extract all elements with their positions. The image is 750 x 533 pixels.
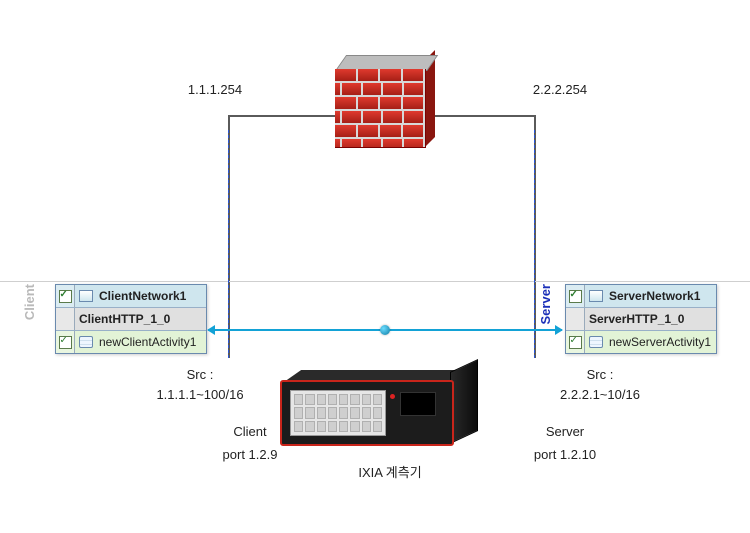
server-port-dash: [534, 130, 535, 358]
ixia-label: IXIA 계측기: [330, 462, 450, 481]
client-network-row[interactable]: ClientNetwork1: [56, 285, 206, 308]
server-port: Server port 1.2.10: [510, 420, 620, 467]
server-network-box: ServerNetwork1 ServerHTTP_1_0 newServerA…: [565, 284, 717, 354]
client-activity: newClientActivity1: [95, 335, 206, 349]
check-icon: [569, 290, 582, 303]
ixia-appliance-icon: [280, 370, 485, 450]
check-icon: [59, 336, 72, 349]
server-src-label: Src :: [587, 367, 614, 382]
network-icon: [589, 290, 603, 302]
client-activity-row[interactable]: newClientActivity1: [56, 331, 206, 353]
firewall-left-ip: 1.1.1.254: [165, 82, 265, 97]
client-network-name: ClientNetwork1: [95, 289, 206, 303]
server-network-name: ServerNetwork1: [605, 289, 716, 303]
client-side-label: Client: [22, 284, 37, 320]
server-src: Src : 2.2.2.1~10/16: [530, 365, 670, 404]
server-protocol: ServerHTTP_1_0: [585, 312, 716, 326]
server-port-num: port 1.2.10: [534, 447, 596, 462]
server-network-row[interactable]: ServerNetwork1: [566, 285, 716, 308]
server-src-range: 2.2.2.1~10/16: [560, 387, 640, 402]
traffic-flow-line: [208, 329, 562, 331]
activity-icon: [589, 336, 603, 348]
firewall-right-ip: 2.2.2.254: [510, 82, 610, 97]
client-protocol: ClientHTTP_1_0: [75, 312, 206, 326]
client-src-label: Src :: [187, 367, 214, 382]
server-activity-row[interactable]: newServerActivity1: [566, 331, 716, 353]
network-icon: [79, 290, 93, 302]
client-port-num: port 1.2.9: [223, 447, 278, 462]
server-activity: newServerActivity1: [605, 335, 716, 349]
activity-icon: [79, 336, 93, 348]
flow-midpoint-icon: [380, 325, 390, 335]
firewall-icon: [335, 55, 425, 150]
midline: [0, 281, 750, 282]
check-icon: [569, 336, 582, 349]
client-src-range: 1.1.1.1~100/16: [156, 387, 243, 402]
client-role: Client: [233, 424, 266, 439]
server-role: Server: [546, 424, 584, 439]
client-network-box: ClientNetwork1 ClientHTTP_1_0 newClientA…: [55, 284, 207, 354]
client-port-dash: [228, 130, 229, 358]
server-protocol-row[interactable]: ServerHTTP_1_0: [566, 308, 716, 331]
server-side-label: Server: [538, 284, 553, 324]
check-icon: [59, 290, 72, 303]
client-protocol-row[interactable]: ClientHTTP_1_0: [56, 308, 206, 331]
client-src: Src : 1.1.1.1~100/16: [130, 365, 270, 404]
